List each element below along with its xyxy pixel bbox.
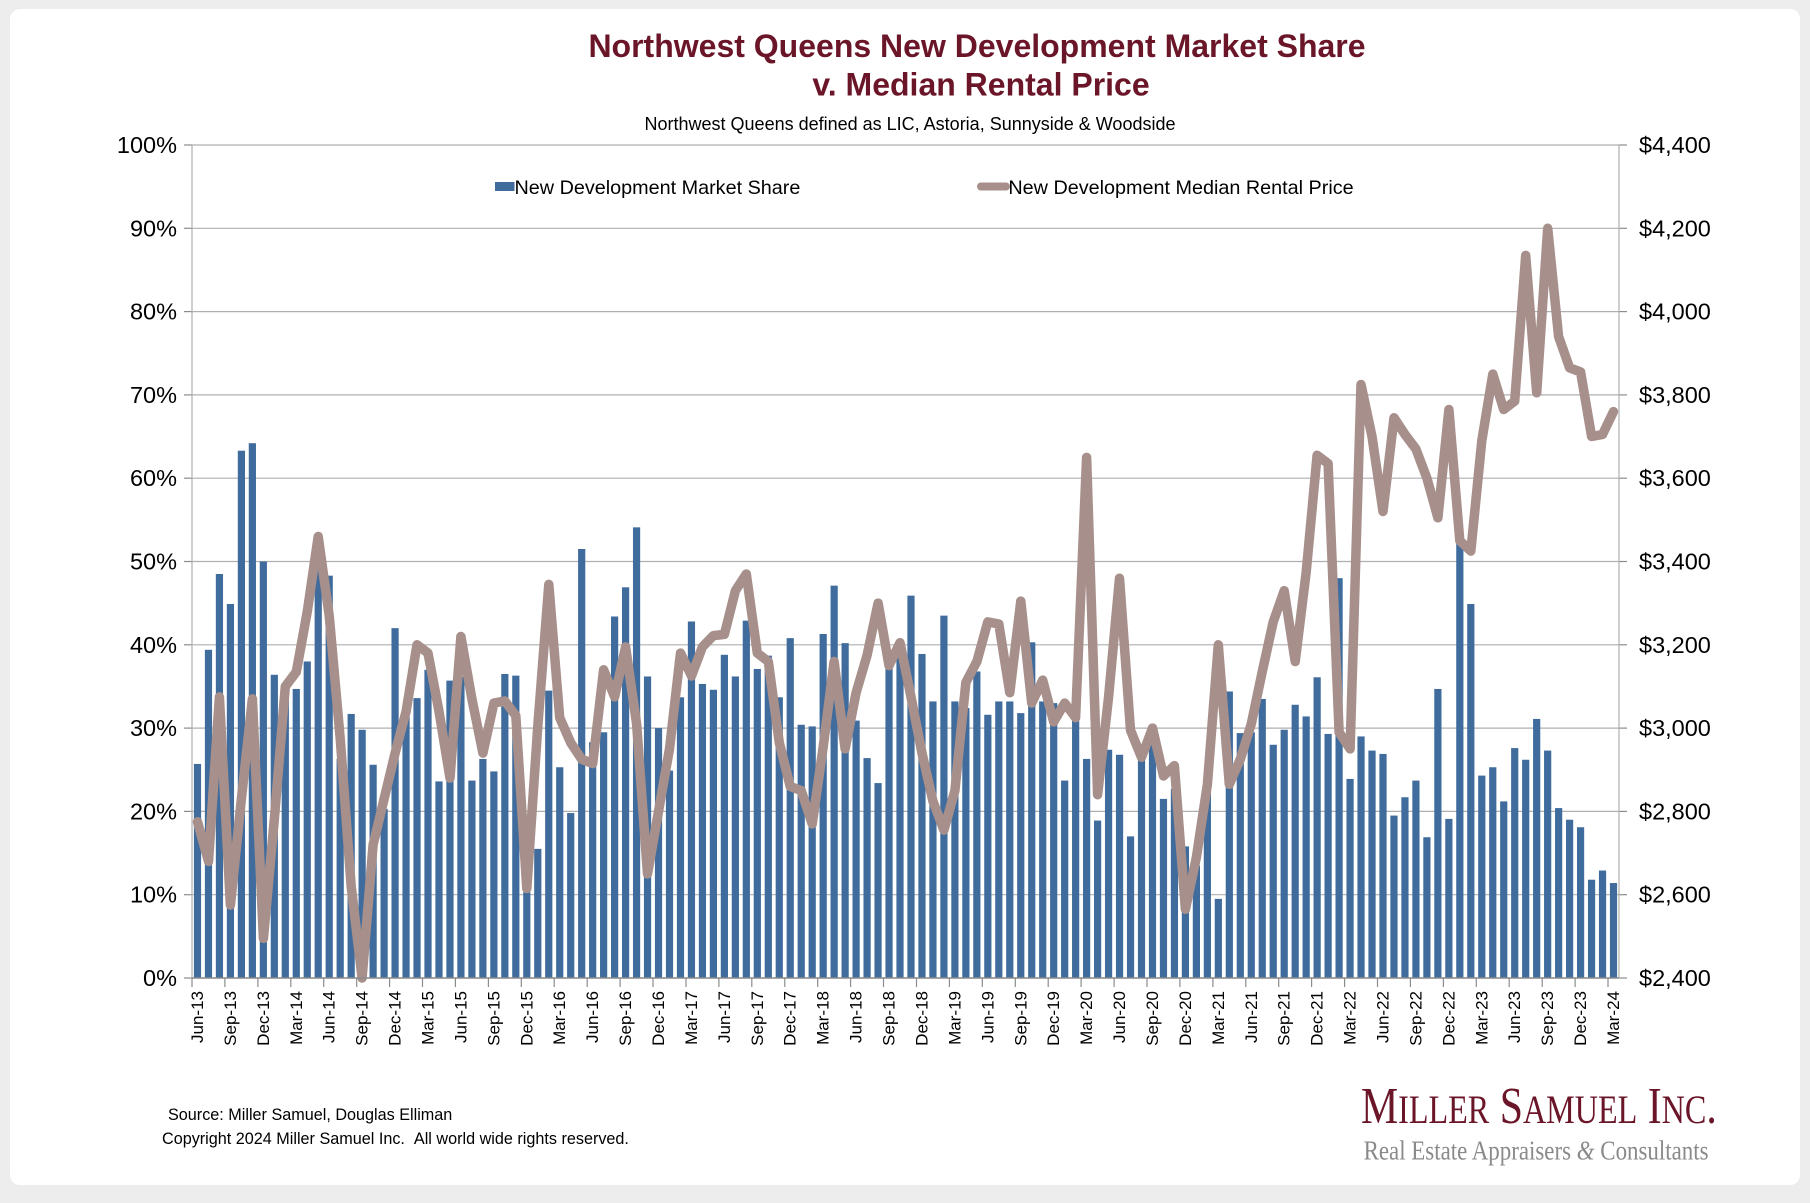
svg-text:New Development Market Share: New Development Market Share xyxy=(515,177,801,199)
svg-text:Source: Miller Samuel, Douglas: Source: Miller Samuel, Douglas Elliman xyxy=(168,1106,452,1124)
svg-text:Jun-21: Jun-21 xyxy=(1242,991,1261,1043)
svg-text:Mar-15: Mar-15 xyxy=(419,991,438,1045)
svg-text:80%: 80% xyxy=(130,299,177,325)
svg-text:Dec-16: Dec-16 xyxy=(649,991,668,1046)
svg-text:Jun-18: Jun-18 xyxy=(847,991,866,1043)
svg-text:Dec-19: Dec-19 xyxy=(1044,991,1063,1046)
svg-text:$2,400: $2,400 xyxy=(1639,965,1711,991)
svg-text:$2,800: $2,800 xyxy=(1639,798,1711,824)
svg-text:Mar-14: Mar-14 xyxy=(287,991,306,1045)
svg-text:Dec-22: Dec-22 xyxy=(1439,991,1458,1046)
svg-text:Mar-18: Mar-18 xyxy=(814,991,833,1045)
svg-text:Dec-23: Dec-23 xyxy=(1571,991,1590,1046)
svg-text:70%: 70% xyxy=(130,382,177,408)
svg-text:Dec-20: Dec-20 xyxy=(1176,991,1195,1046)
svg-text:Jun-13: Jun-13 xyxy=(188,991,207,1043)
svg-text:Dec-14: Dec-14 xyxy=(386,991,405,1046)
svg-text:Sep-17: Sep-17 xyxy=(748,991,767,1046)
svg-text:Mar-17: Mar-17 xyxy=(682,991,701,1045)
svg-text:Sep-22: Sep-22 xyxy=(1406,991,1425,1046)
svg-text:30%: 30% xyxy=(130,715,177,741)
svg-text:Mar-19: Mar-19 xyxy=(945,991,964,1045)
svg-text:Dec-18: Dec-18 xyxy=(913,991,932,1046)
svg-text:$3,400: $3,400 xyxy=(1639,549,1711,575)
svg-text:0%: 0% xyxy=(143,965,177,991)
svg-text:New Development Median Rental: New Development Median Rental Price xyxy=(1008,177,1353,199)
svg-text:$3,000: $3,000 xyxy=(1639,715,1711,741)
svg-text:Sep-13: Sep-13 xyxy=(221,991,240,1046)
svg-text:Jun-22: Jun-22 xyxy=(1374,991,1393,1043)
svg-text:Jun-19: Jun-19 xyxy=(978,991,997,1043)
svg-text:$3,200: $3,200 xyxy=(1639,632,1711,658)
svg-text:Dec-17: Dec-17 xyxy=(781,991,800,1046)
svg-text:20%: 20% xyxy=(130,798,177,824)
svg-text:40%: 40% xyxy=(130,632,177,658)
svg-text:Mar-22: Mar-22 xyxy=(1341,991,1360,1045)
svg-text:Jun-16: Jun-16 xyxy=(583,991,602,1043)
svg-text:Copyright 2024 Miller Samuel I: Copyright 2024 Miller Samuel Inc. All wo… xyxy=(162,1130,629,1148)
svg-text:Dec-15: Dec-15 xyxy=(517,991,536,1046)
svg-text:Sep-15: Sep-15 xyxy=(484,991,503,1046)
svg-text:Jun-14: Jun-14 xyxy=(320,991,339,1043)
svg-text:60%: 60% xyxy=(130,465,177,491)
svg-text:Real Estate Appraisers & Consu: Real Estate Appraisers & Consultants xyxy=(1364,1137,1709,1166)
svg-text:90%: 90% xyxy=(130,215,177,241)
svg-text:Mar-16: Mar-16 xyxy=(550,991,569,1045)
svg-text:Mar-23: Mar-23 xyxy=(1472,991,1491,1045)
svg-text:Dec-21: Dec-21 xyxy=(1308,991,1327,1046)
svg-text:v. Median Rental Price: v. Median Rental Price xyxy=(812,67,1149,103)
svg-text:Mar-20: Mar-20 xyxy=(1077,991,1096,1045)
svg-text:$4,000: $4,000 xyxy=(1639,299,1711,325)
svg-text:MILLER SAMUEL INC.: MILLER SAMUEL INC. xyxy=(1361,1078,1717,1135)
svg-text:Jun-15: Jun-15 xyxy=(451,991,470,1043)
svg-text:Dec-13: Dec-13 xyxy=(254,991,273,1046)
svg-text:Sep-19: Sep-19 xyxy=(1011,991,1030,1046)
svg-text:Sep-23: Sep-23 xyxy=(1538,991,1557,1046)
svg-text:$3,800: $3,800 xyxy=(1639,382,1711,408)
svg-text:100%: 100% xyxy=(117,132,177,158)
svg-text:50%: 50% xyxy=(130,549,177,575)
svg-text:Sep-18: Sep-18 xyxy=(880,991,899,1046)
svg-text:Sep-16: Sep-16 xyxy=(616,991,635,1046)
svg-text:Jun-17: Jun-17 xyxy=(715,991,734,1043)
svg-text:Jun-20: Jun-20 xyxy=(1110,991,1129,1043)
svg-text:$4,400: $4,400 xyxy=(1639,132,1711,158)
svg-text:$4,200: $4,200 xyxy=(1639,215,1711,241)
svg-text:Northwest Queens defined as LI: Northwest Queens defined as LIC, Astoria… xyxy=(645,114,1176,134)
svg-text:Northwest Queens New Developme: Northwest Queens New Development Market … xyxy=(588,28,1365,64)
svg-text:Sep-14: Sep-14 xyxy=(353,991,372,1046)
svg-text:$2,600: $2,600 xyxy=(1639,882,1711,908)
svg-text:10%: 10% xyxy=(130,882,177,908)
svg-text:Jun-23: Jun-23 xyxy=(1505,991,1524,1043)
svg-text:Mar-21: Mar-21 xyxy=(1209,991,1228,1045)
svg-text:$3,600: $3,600 xyxy=(1639,465,1711,491)
svg-text:Sep-21: Sep-21 xyxy=(1275,991,1294,1046)
svg-text:Sep-20: Sep-20 xyxy=(1143,991,1162,1046)
svg-text:Mar-24: Mar-24 xyxy=(1604,991,1623,1045)
